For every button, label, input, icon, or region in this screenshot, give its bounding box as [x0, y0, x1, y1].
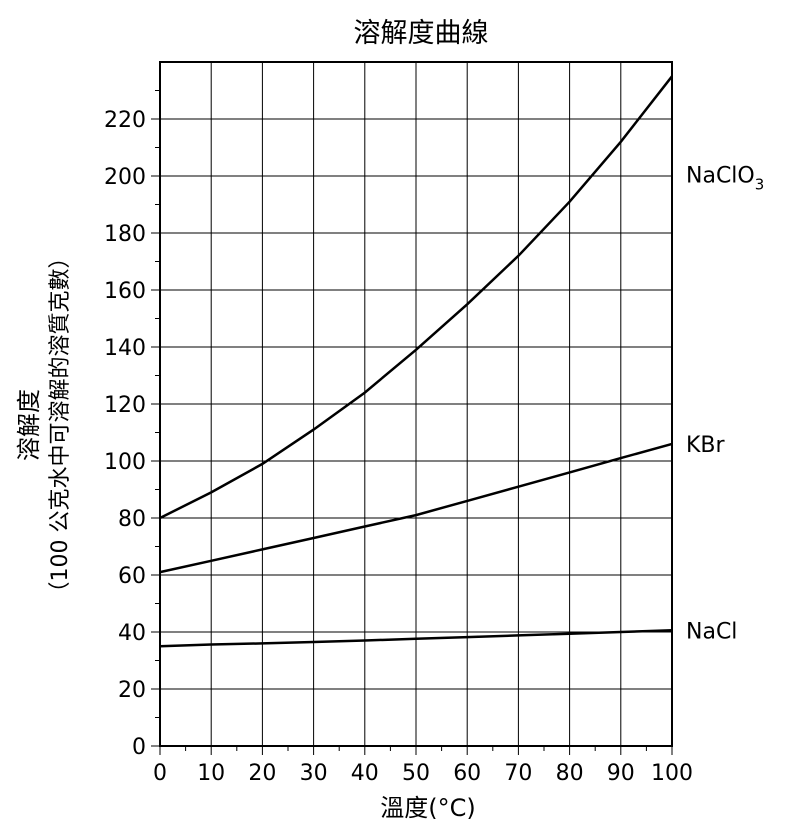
series-line-nacl: [159, 629, 673, 648]
x-tick-label: 50: [402, 761, 430, 786]
series-label: KBr: [686, 433, 726, 458]
y-tick-label: 200: [104, 165, 146, 190]
x-tick-label: 20: [248, 761, 276, 786]
x-tick-label: 80: [556, 761, 584, 786]
x-tick-label: 70: [504, 761, 532, 786]
chart-title: 溶解度曲線: [354, 18, 489, 49]
x-tick-label: 100: [651, 761, 693, 786]
y-tick-label: 140: [104, 336, 146, 361]
series-group: NaClO3 KBr NaCl: [159, 75, 764, 648]
y-axis-subtitle: （100 公克水中可溶解的溶質克數）: [48, 247, 73, 604]
series-label: NaCl: [686, 619, 737, 644]
series-line-kbr: [159, 442, 673, 574]
x-tick-label: 0: [153, 761, 167, 786]
y-tick-label: 100: [104, 450, 146, 475]
y-tick-label: 180: [104, 222, 146, 247]
y-tick-label: 120: [104, 393, 146, 418]
x-tick-label: 90: [607, 761, 635, 786]
y-tick-label: 20: [118, 678, 146, 703]
series-label: NaClO3: [686, 163, 764, 193]
y-axis-title: 溶解度: [15, 389, 43, 461]
grid: [160, 62, 672, 746]
y-tick-label: 40: [118, 621, 146, 646]
axis-ticks: 0 10 20 30 40 50 60 70 80 90 100 0 20 40 60 80 100 120 140…: [104, 90, 693, 786]
plot-frame: [159, 61, 673, 747]
y-tick-label: 160: [104, 279, 146, 304]
x-tick-label: 30: [300, 761, 328, 786]
y-tick-label: 0: [132, 735, 146, 760]
y-tick-label: 220: [104, 108, 146, 133]
x-tick-label: 10: [197, 761, 225, 786]
series-line-naclo: [159, 75, 673, 520]
x-axis-title: 溫度(°C): [380, 794, 475, 822]
y-tick-label: 80: [118, 507, 146, 532]
x-tick-label: 40: [351, 761, 379, 786]
y-tick-label: 60: [118, 564, 146, 589]
x-tick-label: 60: [453, 761, 481, 786]
